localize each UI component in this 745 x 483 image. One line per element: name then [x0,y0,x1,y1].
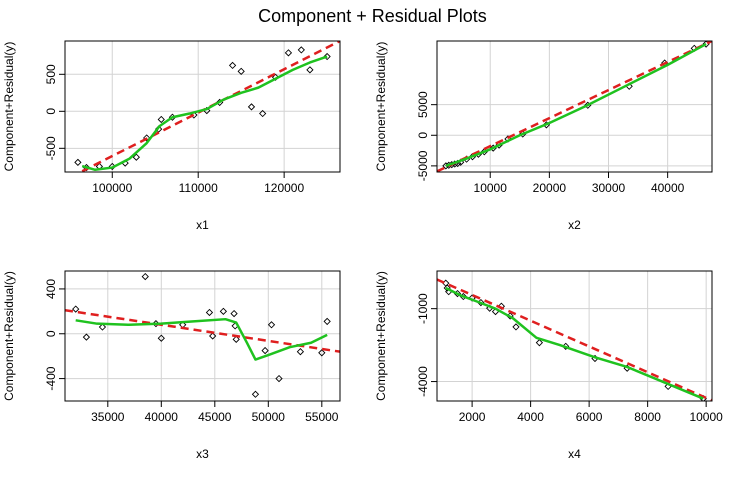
data-point [98,323,107,331]
data-point [271,73,280,81]
y-axis-label: Component+Residual(y) [374,271,388,401]
x-tick-label: 120000 [264,181,304,195]
data-point [209,332,217,340]
y-axis-label: Component+Residual(y) [2,271,16,401]
plot-area [437,278,712,401]
y-tick-label: 0 [44,108,58,115]
fit-line [437,278,712,401]
data-point [132,153,140,161]
data-point [72,305,80,313]
data-point [82,333,91,341]
smooth-line [445,286,704,400]
data-point [219,307,228,315]
data-point [237,67,245,75]
panel-frame [64,40,341,173]
data-point [284,49,293,57]
panel-x2: 10000 20000 30000 40000 -5000 0 5000 x2 Componen… [374,40,713,232]
panel-x3: 35000 40000 45000 50000 55000 -400 0 400 x3 Compo… [2,270,341,461]
data-point [323,52,331,61]
plot-area [437,41,712,172]
data-point [535,339,544,347]
y-tick-label: -500 [44,136,58,160]
fit-line [437,41,712,172]
y-tick-label: 0 [416,132,430,139]
x-tick-label: 55000 [305,410,339,424]
x-tick-label: 10000 [689,410,723,424]
data-point [228,61,237,70]
data-point [296,348,305,356]
data-point [323,317,331,326]
y-tick-label: -400 [44,366,58,390]
data-point [306,66,314,74]
x-tick-label: 40000 [145,410,179,424]
y-tick-label: 500 [44,64,58,84]
x-tick-label: 4000 [517,410,544,424]
y-axis-label: Component+Residual(y) [2,42,16,172]
x-tick-label: 10000 [474,181,508,195]
x-axis-label: x1 [196,218,209,232]
x-tick-label: 8000 [634,410,661,424]
plot-area [74,41,340,172]
data-point [318,349,326,357]
x-tick-label: 110000 [179,181,218,195]
data-point [143,134,151,142]
data-point [157,334,165,342]
data-point [297,46,305,54]
x-tick-label: 6000 [576,410,603,424]
x-tick-label: 45000 [198,410,232,424]
x-axis-label: x4 [568,447,581,461]
y-tick-label: 5000 [416,91,430,118]
data-point [443,284,451,292]
data-point [512,323,520,331]
panel-x1: 100000 110000 120000 -500 0 500 x1 Component+Re… [2,40,341,232]
panel-frame [436,270,713,402]
data-point [267,321,276,329]
x-tick-label: 30000 [592,181,626,195]
data-point [251,390,260,398]
y-tick-label: 0 [44,330,58,337]
plot-area [65,272,340,398]
y-tick-label: 400 [44,279,58,299]
y-axis-label: Component+Residual(y) [374,42,388,172]
x-tick-label: 20000 [533,181,567,195]
smooth-line [75,317,328,361]
smooth-line [445,42,707,168]
panel-x4: 2000 4000 6000 8000 10000 -4000 -1000 x4 Compone… [374,270,723,461]
data-point [205,308,214,317]
data-point [247,103,256,111]
panel-frame [436,40,713,173]
data-point [141,272,149,281]
x-axis-label: x2 [568,218,581,232]
data-point [157,115,165,124]
panel-frame [64,270,341,402]
x-tick-label: 100000 [92,181,132,195]
data-point [74,158,82,167]
x-tick-label: 50000 [252,410,286,424]
x-tick-label: 2000 [459,410,486,424]
x-tick-label: 35000 [91,410,125,424]
fit-line [65,308,340,353]
data-point [261,346,269,355]
data-point [232,335,240,343]
y-tick-label: -4000 [416,366,430,397]
data-point [230,309,238,318]
y-tick-label: -1000 [416,293,430,324]
main-title: Component + Residual Plots [258,6,487,26]
x-tick-label: 40000 [651,181,685,195]
smooth-line [81,55,328,172]
x-axis-label: x3 [196,447,209,461]
y-tick-label: -5000 [416,150,430,181]
data-point [275,374,283,383]
data-point [259,109,267,118]
data-point [497,302,505,310]
